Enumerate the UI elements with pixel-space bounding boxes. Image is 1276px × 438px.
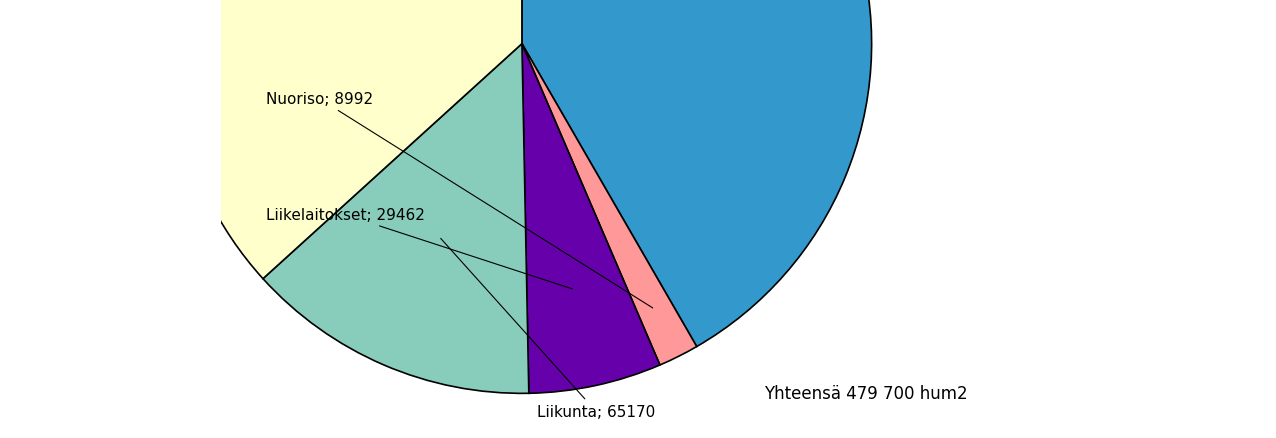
Wedge shape	[263, 45, 528, 393]
Wedge shape	[172, 0, 522, 279]
Text: Yhteensä 479 700 hum2: Yhteensä 479 700 hum2	[764, 385, 968, 403]
Text: Liikelaitokset; 29462: Liikelaitokset; 29462	[265, 208, 573, 289]
Wedge shape	[522, 45, 660, 393]
Wedge shape	[522, 45, 697, 365]
Text: Liikunta; 65170: Liikunta; 65170	[440, 239, 655, 419]
Text: Nuoriso; 8992: Nuoriso; 8992	[265, 92, 653, 308]
Wedge shape	[522, 0, 872, 347]
